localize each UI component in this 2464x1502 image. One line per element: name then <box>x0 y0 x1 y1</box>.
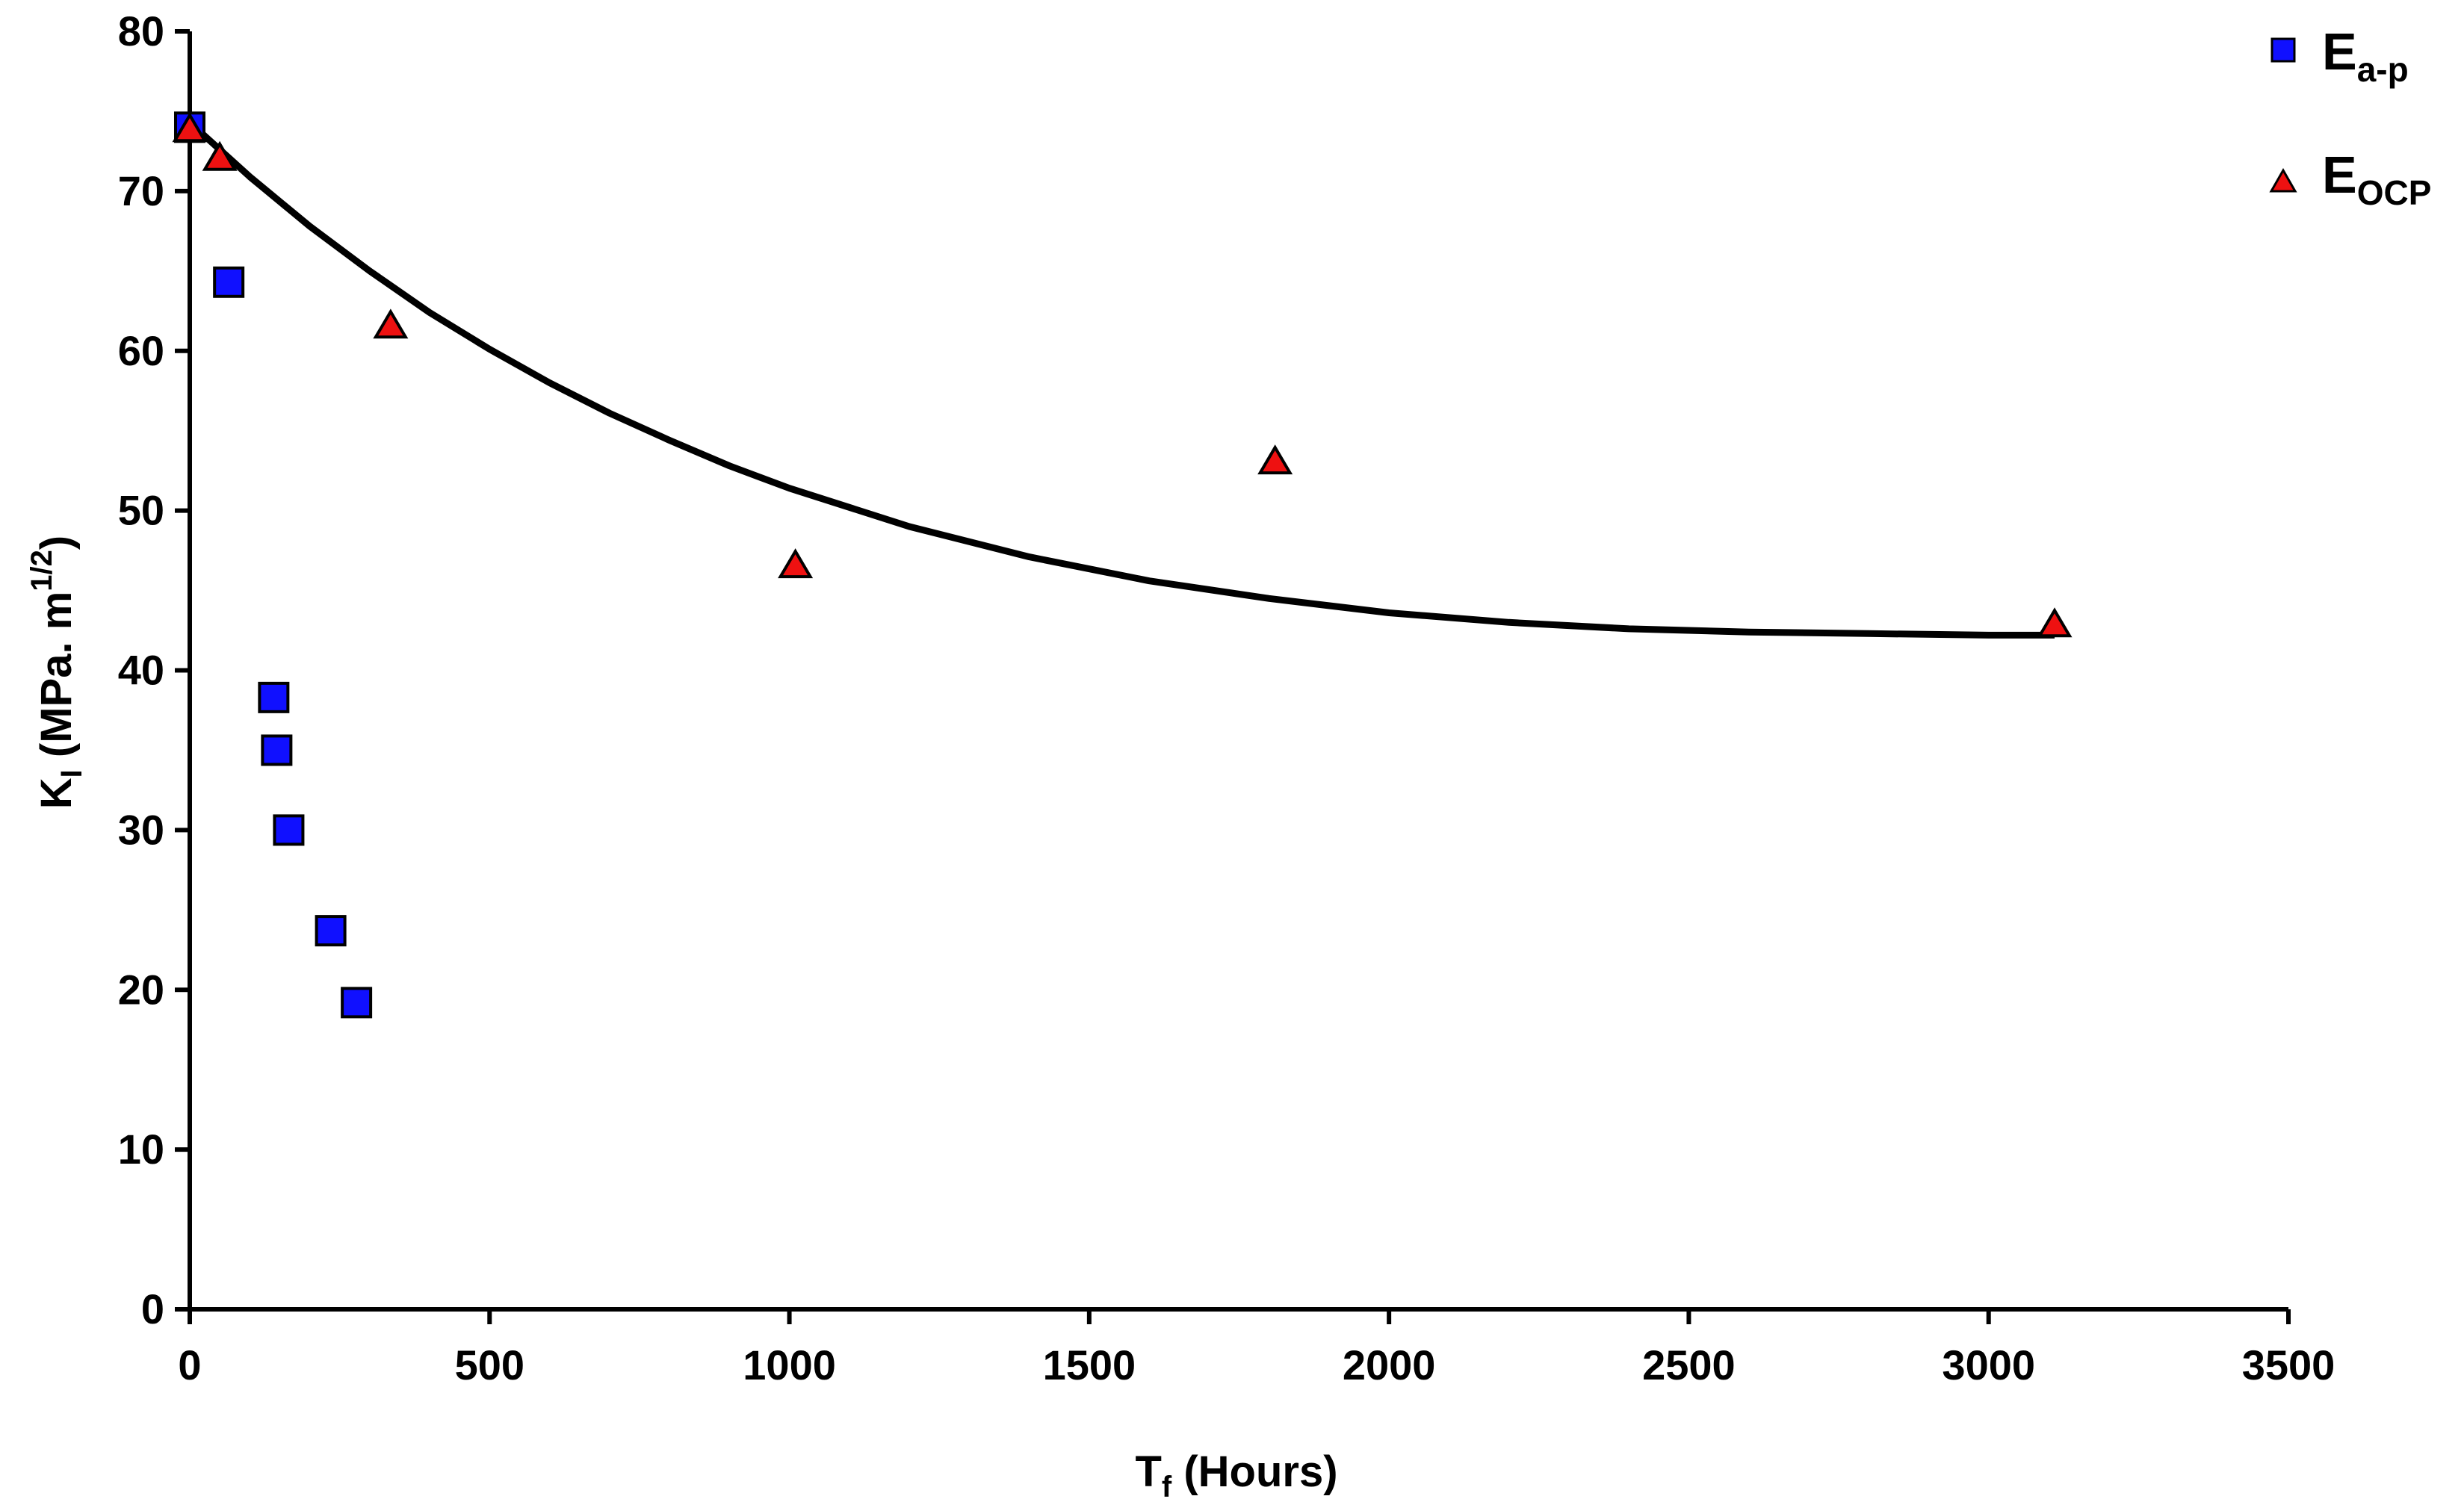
y-tick-label: 50 <box>118 487 164 534</box>
data-point-square <box>261 734 293 766</box>
data-point-square <box>341 987 373 1019</box>
legend-label-ea-p: Ea-p <box>2322 22 2409 89</box>
y-axis-title: KI (MPa. m1/2) <box>25 536 88 809</box>
y-tick-label: 30 <box>118 806 164 853</box>
x-tick-label: 3500 <box>2242 1341 2335 1388</box>
data-point-triangle <box>778 548 814 579</box>
data-point-triangle <box>2037 607 2073 638</box>
data-point-square <box>273 814 305 846</box>
x-tick-label: 1500 <box>1043 1341 1136 1388</box>
y-tick-label: 10 <box>118 1126 164 1173</box>
x-tick-label: 2000 <box>1343 1341 1436 1388</box>
legend-label-eocp: EOCP <box>2322 146 2431 212</box>
x-tick-label: 0 <box>178 1341 201 1388</box>
x-tick-label: 3000 <box>1942 1341 2035 1388</box>
x-tick-label: 1000 <box>743 1341 836 1388</box>
x-tick-label: 500 <box>455 1341 524 1388</box>
data-point-triangle <box>373 308 409 339</box>
y-tick-label: 70 <box>118 167 164 214</box>
legend-marker-square <box>2270 37 2296 63</box>
fit-curve-layer <box>187 120 2055 639</box>
data-point-triangle <box>1257 444 1293 475</box>
data-marks <box>172 111 2073 1019</box>
x-axis-title: Tf (Hours) <box>1135 1447 1337 1502</box>
y-tick-label: 0 <box>141 1285 164 1332</box>
y-tick-label: 80 <box>118 7 164 55</box>
y-tick-label: 40 <box>118 647 164 694</box>
data-point-square <box>315 915 347 947</box>
axes: 0 10 20 30 40 50 60 70 80 0 500 1000 1500 2000 2500 300… <box>118 7 2335 1388</box>
data-point-triangle <box>202 140 238 171</box>
data-point-triangle <box>172 112 208 143</box>
y-tick-label: 20 <box>118 966 164 1013</box>
fit-curve <box>187 120 2055 639</box>
legend-marker-triangle <box>2269 167 2297 193</box>
x-tick-label: 2500 <box>1642 1341 1736 1388</box>
legend: Ea-p EOCP <box>2269 22 2431 212</box>
data-point-square <box>258 681 290 713</box>
y-tick-label: 60 <box>118 327 164 374</box>
data-point-square <box>213 266 245 298</box>
